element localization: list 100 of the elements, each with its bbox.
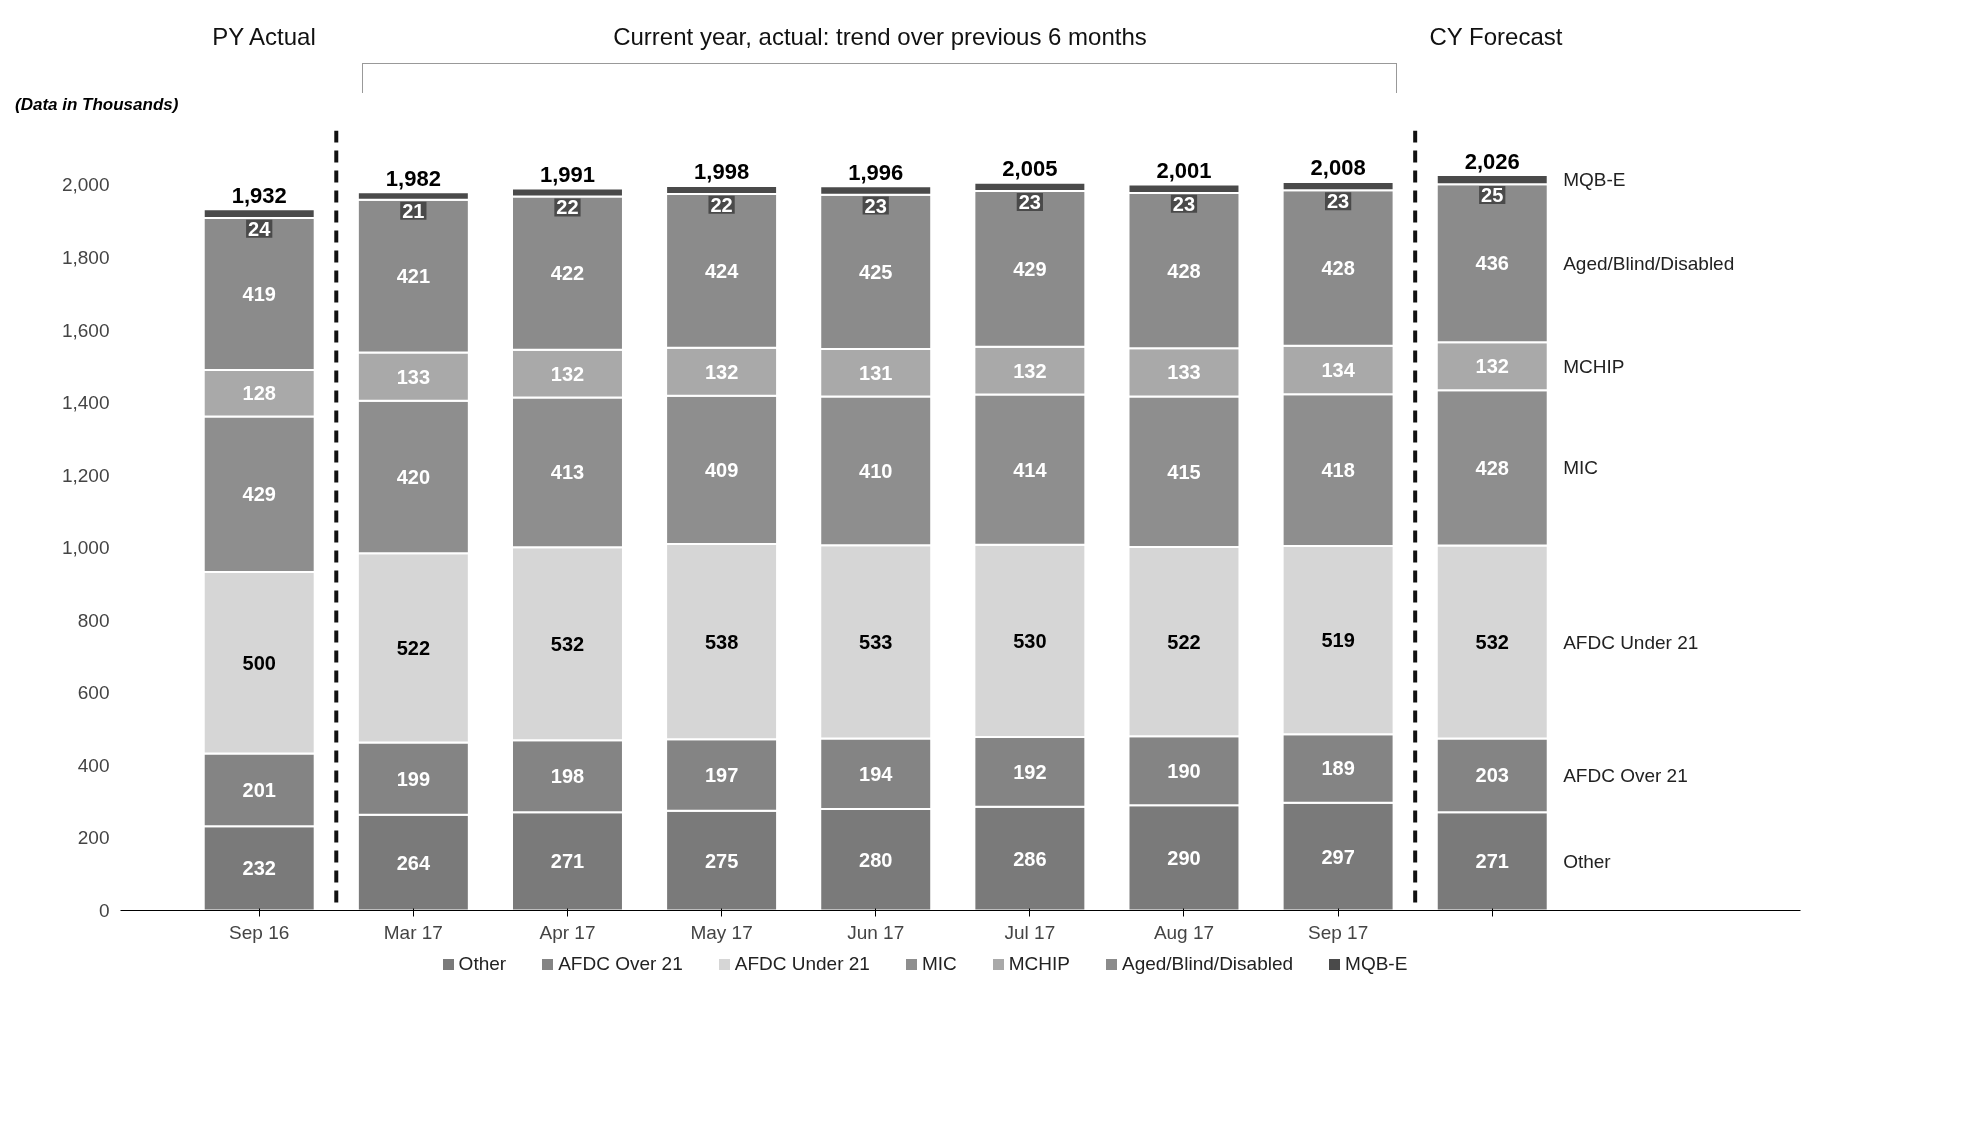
total-label: 2,005: [1002, 156, 1058, 182]
data-label: 421: [396, 265, 431, 288]
y-tick-label: 1,400: [61, 392, 110, 414]
data-label: 264: [396, 851, 431, 874]
data-label: 23: [1172, 192, 1196, 215]
data-label: 429: [1013, 257, 1047, 280]
data-label: 131: [859, 361, 893, 384]
total-label: 1,991: [539, 162, 596, 188]
data-label: 532: [1475, 631, 1509, 654]
legend-label: MQB-E: [1344, 953, 1408, 974]
data-label: 22: [710, 193, 733, 216]
total-label: 1,996: [848, 159, 904, 185]
data-label: 203: [1475, 764, 1509, 787]
data-label: 415: [1167, 460, 1201, 483]
data-label: 271: [1475, 850, 1509, 873]
total-label: 2,026: [1464, 148, 1520, 174]
data-label: 522: [396, 636, 431, 659]
total-label: 2,008: [1310, 155, 1366, 181]
data-label: 132: [1475, 355, 1509, 378]
data-label: 275: [704, 849, 739, 872]
legend-label: MCHIP: [1007, 953, 1070, 974]
legend-label: Other: [457, 953, 507, 974]
y-tick-label: 200: [77, 827, 110, 849]
legend-label: Aged/Blind/Disabled: [1120, 953, 1294, 974]
data-label: 533: [859, 630, 893, 653]
legend-label: AFDC Over 21: [557, 953, 683, 974]
data-label: 21: [402, 199, 425, 222]
text: CY Forecast: [1429, 23, 1563, 50]
text: MQB-E: [1563, 169, 1626, 191]
data-label: 419: [242, 282, 276, 305]
y-tick-label: 0: [98, 900, 110, 921]
data-label: 133: [1167, 361, 1201, 384]
data-label: 280: [859, 848, 893, 871]
data-label: 192: [1013, 760, 1047, 783]
data-label: 134: [1321, 358, 1356, 381]
data-label: 414: [1013, 458, 1048, 481]
y-tick-label: 400: [77, 754, 110, 776]
data-label: 133: [396, 365, 431, 388]
text: PY Actual: [212, 23, 316, 50]
data-label: 429: [242, 483, 276, 506]
data-label: 132: [1013, 359, 1047, 382]
y-tick-label: 1,600: [61, 319, 110, 341]
data-label: 532: [550, 632, 585, 655]
data-label: 25: [1481, 184, 1504, 207]
data-label: 428: [1167, 259, 1201, 282]
y-axis-title: (Data in Thousands): [15, 94, 179, 116]
data-label: 199: [396, 767, 431, 790]
data-label: 271: [550, 850, 585, 873]
data-label: 128: [242, 382, 276, 405]
legend-label: MIC: [920, 953, 957, 974]
x-tick-label: May 17: [690, 921, 753, 943]
y-tick-label: 800: [77, 609, 110, 631]
data-label: 519: [1321, 629, 1355, 652]
x-tick-label: Sep 17: [1308, 921, 1369, 943]
data-label: 197: [704, 764, 739, 786]
text: MIC: [1563, 457, 1598, 479]
data-label: 418: [1321, 459, 1355, 482]
data-label: 428: [1321, 257, 1355, 279]
data-label: 290: [1167, 846, 1201, 869]
data-label: 132: [704, 360, 739, 383]
data-label: 410: [859, 459, 893, 482]
x-tick-label: Apr 17: [539, 921, 596, 943]
x-tick-label: Aug 17: [1153, 921, 1215, 943]
data-label: 500: [242, 651, 276, 674]
total-label: 1,998: [694, 159, 750, 185]
data-label: 424: [704, 259, 740, 282]
data-label: 538: [704, 630, 739, 653]
text: AFDC Under 21: [1563, 631, 1699, 653]
y-tick-label: 1,800: [61, 246, 110, 268]
data-label: 425: [859, 260, 893, 283]
data-label: 428: [1475, 456, 1509, 479]
y-tick-label: 1,000: [61, 537, 110, 559]
data-label: 286: [1013, 847, 1047, 870]
data-label: 422: [550, 262, 585, 285]
data-label: 201: [242, 778, 276, 801]
data-label: 190: [1167, 759, 1201, 782]
data-label: 22: [556, 196, 579, 219]
y-tick-label: 1,200: [61, 464, 110, 486]
data-label: 23: [864, 194, 887, 217]
text: Current year, actual: trend over previous 6 months: [612, 22, 1148, 52]
legend-label: AFDC Under 21: [733, 953, 870, 974]
data-label: 522: [1167, 630, 1201, 653]
data-label: 189: [1321, 757, 1355, 780]
text: Aged/Blind/Disabled: [1563, 252, 1735, 274]
x-tick-label: Jun 17: [847, 921, 905, 943]
x-tick-label: Mar 17: [383, 921, 443, 943]
text: Other: [1563, 850, 1611, 872]
data-label: 194: [859, 762, 894, 785]
data-label: 23: [1326, 190, 1350, 213]
data-label: 409: [704, 458, 739, 481]
total-label: 1,982: [385, 165, 441, 191]
data-label: 24: [248, 217, 272, 240]
data-label: 530: [1013, 629, 1047, 652]
x-tick-label: Jul 17: [1004, 921, 1056, 943]
data-label: 198: [550, 765, 585, 788]
data-label: 132: [550, 362, 585, 385]
data-label: 232: [242, 857, 276, 880]
text: AFDC Over 21: [1563, 764, 1688, 786]
y-tick-label: 2,000: [61, 174, 110, 196]
data-label: 436: [1475, 252, 1509, 275]
